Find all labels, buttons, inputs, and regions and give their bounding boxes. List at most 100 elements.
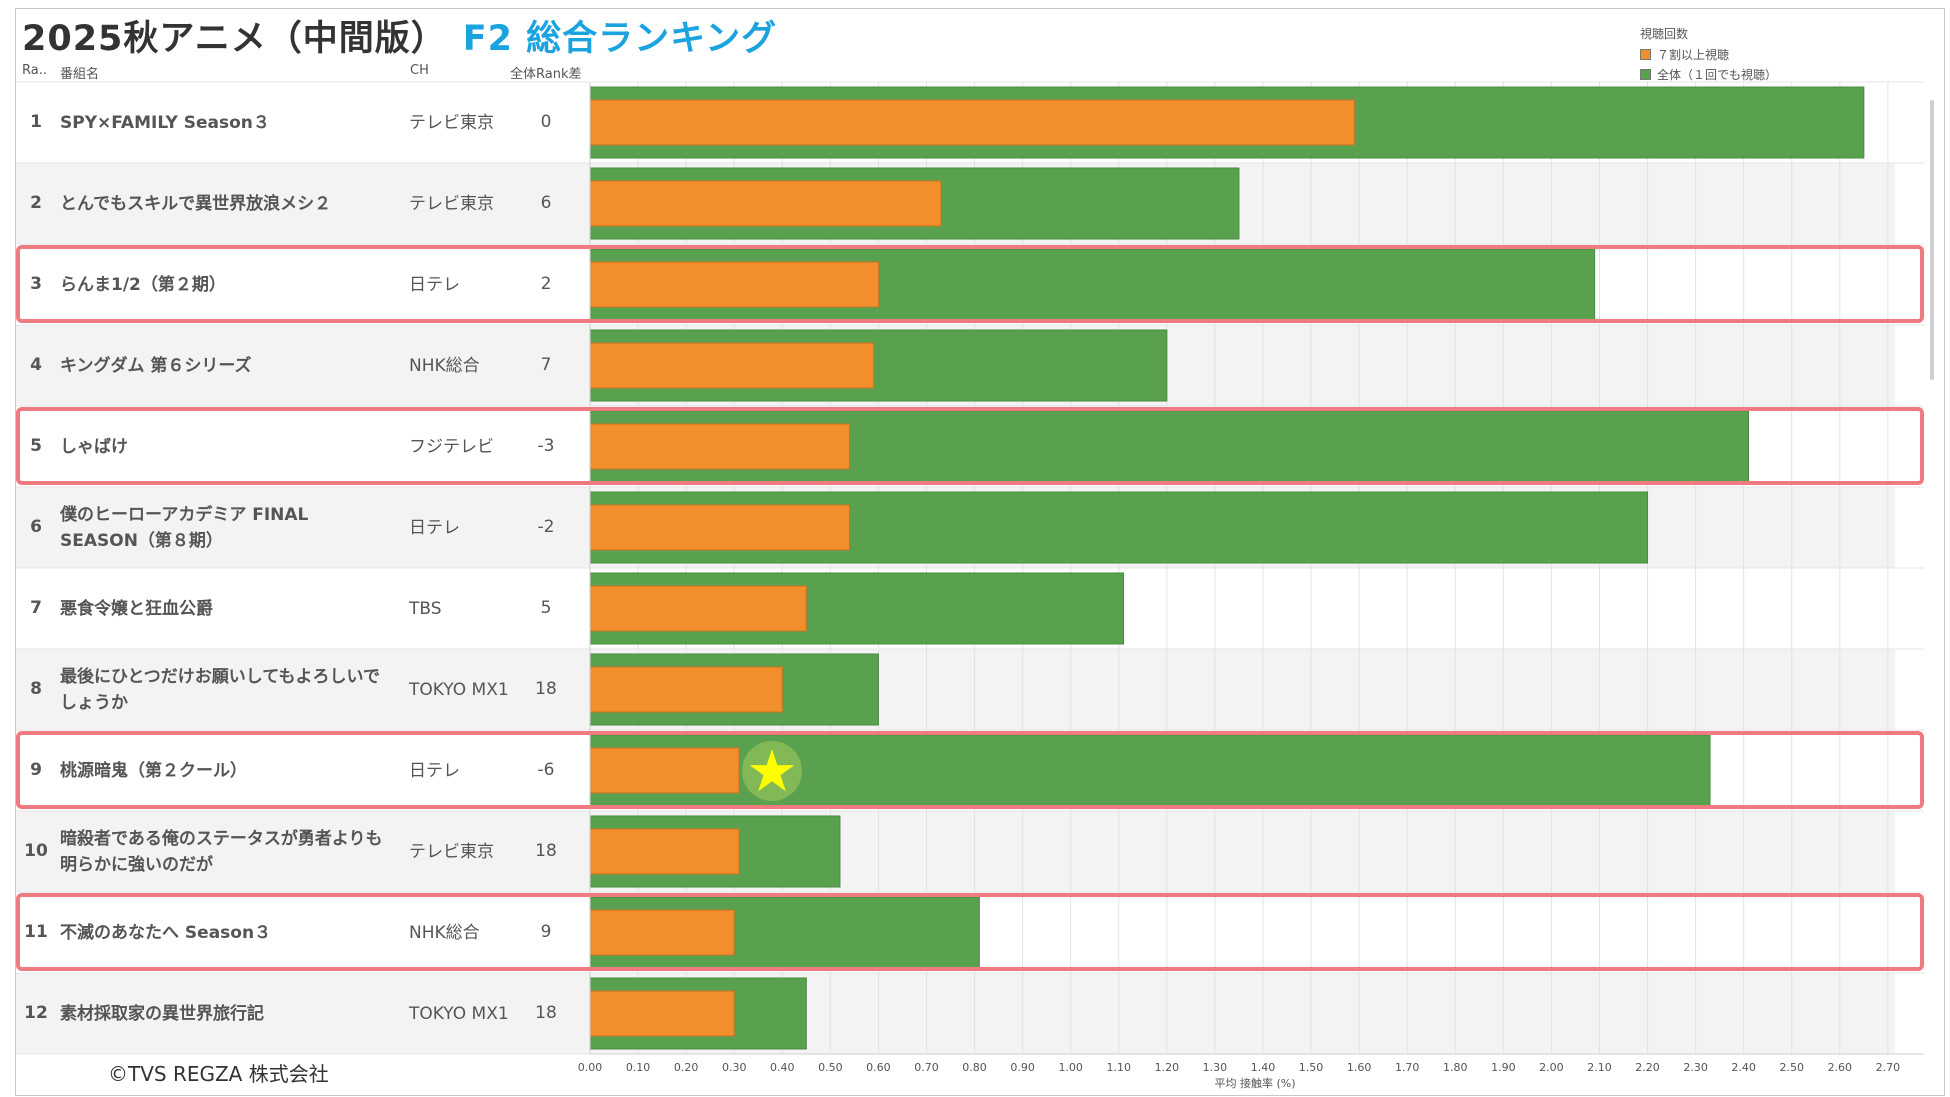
x-tick-label: 0.40: [770, 1061, 795, 1074]
rank-diff-cell: 0: [540, 112, 552, 132]
x-tick-label: 1.80: [1443, 1061, 1468, 1074]
rank-diff-cell: 2: [540, 274, 552, 294]
channel-cell: TOKYO MX1: [409, 1003, 509, 1024]
rank-cell: 6: [30, 517, 42, 537]
x-tick-label: 1.90: [1491, 1061, 1516, 1074]
channel-cell: テレビ東京: [409, 841, 494, 862]
x-tick-label: 0.00: [578, 1061, 603, 1074]
chart-frame: [15, 8, 1945, 1096]
x-tick-label: 0.10: [626, 1061, 651, 1074]
rank-diff-cell: -6: [537, 760, 555, 780]
rank-cell: 5: [30, 436, 42, 456]
channel-cell: テレビ東京: [409, 112, 494, 133]
x-tick-label: 2.50: [1780, 1061, 1805, 1074]
table-row: 2 とんでもスキルで異世界放浪メシ２ テレビ東京 6: [16, 163, 590, 244]
x-tick-label: 1.70: [1395, 1061, 1420, 1074]
channel-cell: 日テレ: [409, 517, 460, 538]
channel-cell: NHK総合: [409, 922, 480, 943]
rank-cell: 8: [30, 679, 42, 699]
bar-70pct: [589, 261, 879, 308]
table-row: 12 素材採取家の異世界旅行記 TOKYO MX1 18: [16, 973, 590, 1054]
rank-diff-cell: 5: [540, 598, 552, 618]
bar-70pct: [589, 666, 783, 713]
rank-cell: 3: [30, 274, 42, 294]
program-name: キングダム 第６シリーズ: [60, 355, 252, 376]
bar-70pct: [589, 585, 807, 632]
rank-cell: 4: [30, 355, 42, 375]
program-name: 不滅のあなたへ Season３: [60, 922, 272, 943]
program-name: SPY×FAMILY Season３: [60, 112, 270, 133]
legend-item: ７割以上視聴: [1640, 46, 1777, 63]
x-tick-label: 2.40: [1731, 1061, 1756, 1074]
bar-70pct: [589, 180, 942, 227]
channel-cell: 日テレ: [409, 274, 460, 295]
x-tick-label: 0.50: [818, 1061, 843, 1074]
rank-diff-cell: 18: [535, 841, 557, 861]
x-tick-label: 2.00: [1539, 1061, 1564, 1074]
rank-diff-cell: -2: [537, 517, 555, 537]
channel-cell: 日テレ: [409, 760, 460, 781]
x-tick-label: 1.00: [1058, 1061, 1083, 1074]
rank-cell: 10: [24, 841, 48, 861]
legend-title: 視聴回数: [1640, 27, 1689, 41]
program-name: 桃源暗鬼（第２クール）: [60, 760, 247, 781]
x-tick-label: 1.10: [1107, 1061, 1132, 1074]
highlight-box: [16, 245, 1924, 323]
x-tick-label: 2.70: [1876, 1061, 1901, 1074]
rank-diff-cell: 18: [535, 1003, 557, 1023]
scrollbar-thumb[interactable]: [1930, 100, 1934, 380]
table-row: 11 不滅のあなたへ Season３ NHK総合 9: [16, 892, 590, 973]
x-tick-label: 0.30: [722, 1061, 747, 1074]
x-tick-label: 0.20: [674, 1061, 699, 1074]
bar-70pct: [589, 99, 1355, 146]
channel-cell: NHK総合: [409, 355, 480, 376]
channel-cell: TOKYO MX1: [409, 679, 509, 700]
table-row: 8 最後にひとつだけお願いしてもよろしいでしょうか TOKYO MX1 18: [16, 649, 590, 730]
x-tick-label: 1.20: [1155, 1061, 1180, 1074]
bar-70pct: [589, 342, 875, 389]
table-row: 1 SPY×FAMILY Season３ テレビ東京 0: [16, 82, 590, 163]
bar-70pct: [589, 747, 740, 794]
star-glow: [742, 741, 803, 801]
program-name: とんでもスキルで異世界放浪メシ２: [60, 193, 332, 214]
header-rank: Ra..: [22, 63, 47, 78]
program-name: 僕のヒーローアカデミア FINAL SEASON（第８期）: [60, 504, 309, 551]
program-name: 最後にひとつだけお願いしてもよろしいでしょうか: [60, 666, 380, 713]
channel-cell: フジテレビ: [409, 436, 494, 457]
page-title: 2025秋アニメ（中間版） F2 総合ランキング: [22, 19, 778, 59]
legend-item: 全体（１回でも視聴）: [1640, 66, 1777, 83]
table-row: 3 らんま1/2（第２期） 日テレ 2: [16, 244, 590, 325]
bar-70pct: [589, 909, 735, 956]
rank-cell: 12: [24, 1003, 48, 1023]
table-row: 6 僕のヒーローアカデミア FINAL SEASON（第８期） 日テレ -2: [16, 487, 590, 568]
x-tick-label: 1.50: [1299, 1061, 1324, 1074]
x-axis-label: 平均 接触率 (%): [1214, 1076, 1295, 1090]
bar-70pct: [589, 423, 851, 470]
table-row: 9 桃源暗鬼（第２クール） 日テレ -6: [16, 730, 590, 811]
rank-diff-cell: 6: [540, 193, 552, 213]
x-tick-label: 1.30: [1203, 1061, 1228, 1074]
copyright: ©TVS REGZA 株式会社: [108, 1062, 329, 1086]
program-name: らんま1/2（第２期）: [60, 274, 226, 295]
table-row: 7 悪食令嬢と狂血公爵 TBS 5: [16, 568, 590, 649]
rank-cell: 7: [30, 598, 42, 618]
rank-diff-cell: -3: [537, 436, 555, 456]
highlight-box: [16, 407, 1924, 485]
x-tick-label: 2.20: [1635, 1061, 1660, 1074]
bar-70pct: [589, 990, 735, 1037]
x-tick-label: 2.60: [1828, 1061, 1853, 1074]
x-tick-label: 1.40: [1251, 1061, 1276, 1074]
legend: 視聴回数 ７割以上視聴 全体（１回でも視聴）: [1640, 25, 1777, 86]
program-name: 素材採取家の異世界旅行記: [60, 1003, 264, 1024]
rank-diff-cell: 18: [535, 679, 557, 699]
program-name: しゃばけ: [60, 436, 128, 457]
table-row: 5 しゃばけ フジテレビ -3: [16, 406, 590, 487]
rank-diff-cell: 9: [540, 922, 552, 942]
x-tick-label: 0.80: [962, 1061, 987, 1074]
header-ch: CH: [410, 63, 429, 78]
highlight-box: [16, 731, 1924, 809]
header-name: 番組名: [60, 67, 100, 82]
rank-cell: 9: [30, 760, 42, 780]
legend-swatch-orange: [1640, 49, 1651, 60]
